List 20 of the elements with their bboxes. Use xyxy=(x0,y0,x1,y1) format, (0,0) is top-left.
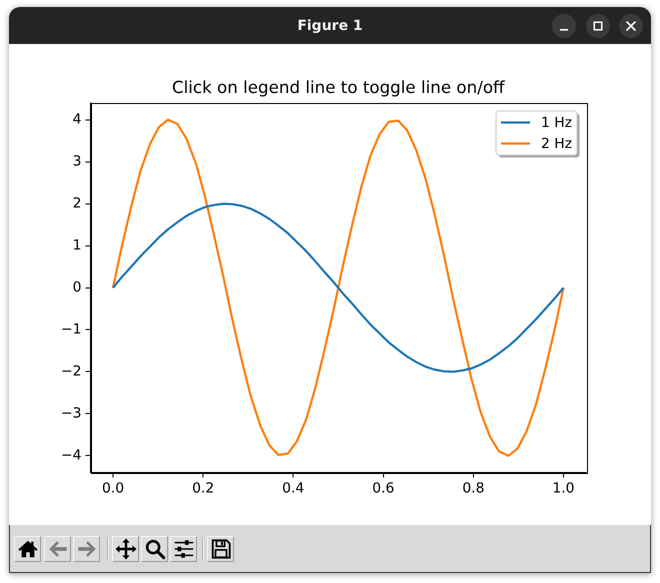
title-bar: Figure 1 xyxy=(9,7,651,44)
legend-label: 1 Hz xyxy=(541,115,572,132)
x-tick-label: 0.6 xyxy=(372,480,394,496)
x-tick-label: 0.8 xyxy=(462,480,484,496)
x-tick-label: 1.0 xyxy=(552,480,575,496)
chart-title: Click on legend line to toggle line on/off xyxy=(172,77,506,97)
y-tick-label: 3 xyxy=(72,153,82,170)
x-tick-label: 0.4 xyxy=(282,480,304,496)
y-tick-label: −2 xyxy=(61,363,82,380)
y-tick-label: 1 xyxy=(72,237,82,254)
legend-label: 2 Hz xyxy=(541,136,572,152)
y-tick-label: −3 xyxy=(61,405,82,422)
x-tick-label: 0.2 xyxy=(192,480,214,496)
y-tick-label: 0 xyxy=(72,279,82,296)
y-tick-label: −1 xyxy=(61,321,82,338)
y-tick-label: 4 xyxy=(72,111,82,128)
y-tick-label: 2 xyxy=(72,195,82,212)
caption: Figure 1 xyxy=(297,18,363,34)
x-tick-label: 0.0 xyxy=(102,480,124,496)
y-tick-label: −4 xyxy=(61,447,82,464)
